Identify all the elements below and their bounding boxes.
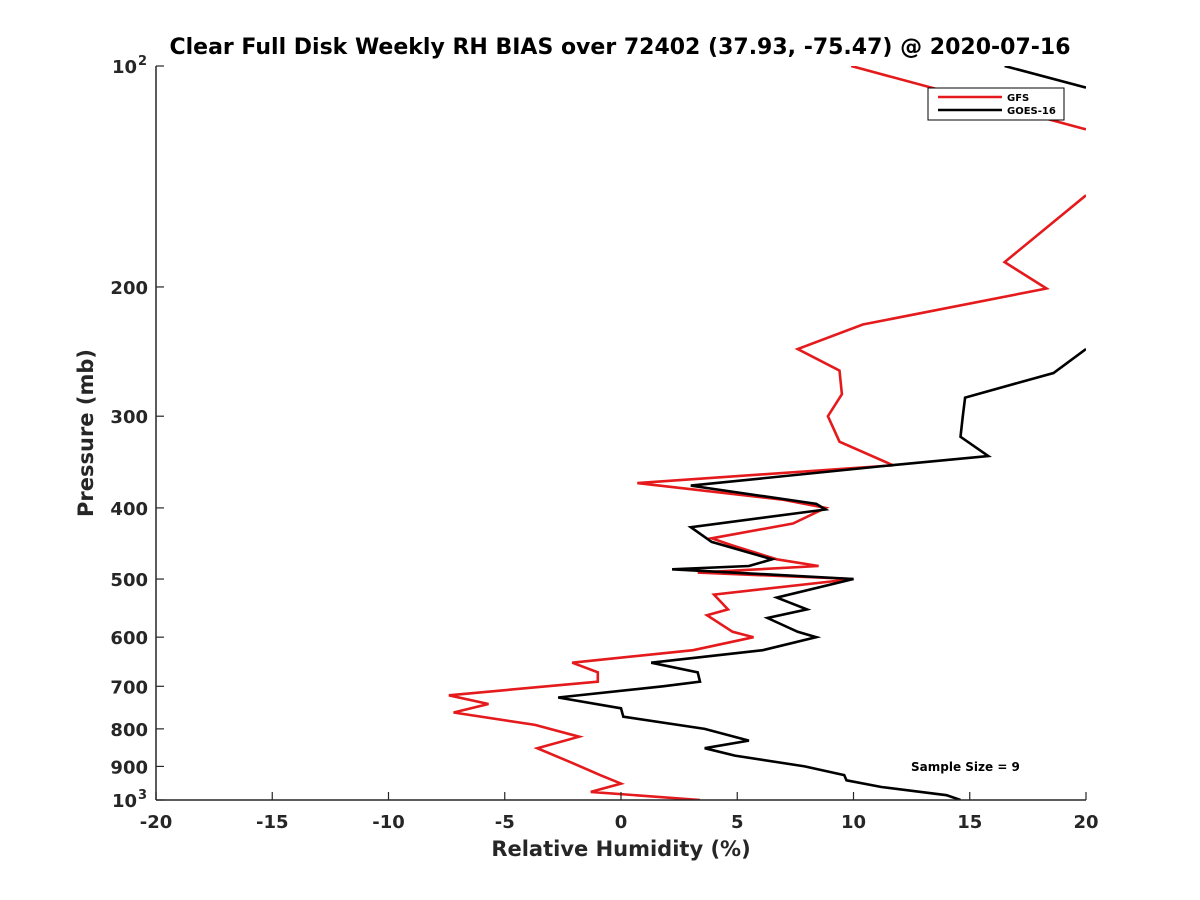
y-tick-label: 400 (110, 499, 148, 520)
x-axis-ticks: -20 -15 -10 -5 0 5 10 15 20 (140, 792, 1099, 833)
series-line-gfs (448, 194, 1086, 800)
series-line-goes16 (557, 347, 1086, 800)
y-tick-label: 500 (110, 570, 148, 591)
y-tick-label: 10 (112, 57, 137, 78)
legend-box (927, 87, 1065, 121)
x-tick-label: 0 (615, 812, 628, 833)
legend-label-goes16: GOES-16 (1007, 106, 1056, 117)
y-tick-label: 600 (110, 628, 148, 649)
x-tick-label: -15 (256, 812, 289, 833)
series-line-goes16-upper (1004, 66, 1086, 89)
x-tick-label: 20 (1073, 812, 1098, 833)
x-axis-title: Relative Humidity (%) (491, 837, 750, 861)
legend: GFS GOES-16 (927, 87, 1065, 121)
y-tick-exponent: 3 (138, 788, 147, 803)
x-tick-label: -20 (140, 812, 173, 833)
y-axis-title: Pressure (mb) (74, 349, 98, 517)
x-tick-label: -5 (495, 812, 515, 833)
y-tick-label: 10 (112, 791, 137, 812)
legend-label-gfs: GFS (1007, 93, 1029, 104)
y-tick-label: 700 (110, 677, 148, 698)
sample-size-annotation: Sample Size = 9 (911, 760, 1020, 774)
x-tick-label: 5 (731, 812, 744, 833)
x-tick-label: 15 (957, 812, 982, 833)
y-tick-label: 300 (110, 407, 148, 428)
y-tick-exponent: 2 (138, 54, 147, 69)
y-tick-label: 800 (110, 720, 148, 741)
x-tick-label: 10 (841, 812, 866, 833)
y-tick-label: 900 (110, 757, 148, 778)
x-tick-label: -10 (372, 812, 405, 833)
y-tick-label: 200 (110, 278, 148, 299)
chart-title: Clear Full Disk Weekly RH BIAS over 7240… (169, 35, 1070, 60)
